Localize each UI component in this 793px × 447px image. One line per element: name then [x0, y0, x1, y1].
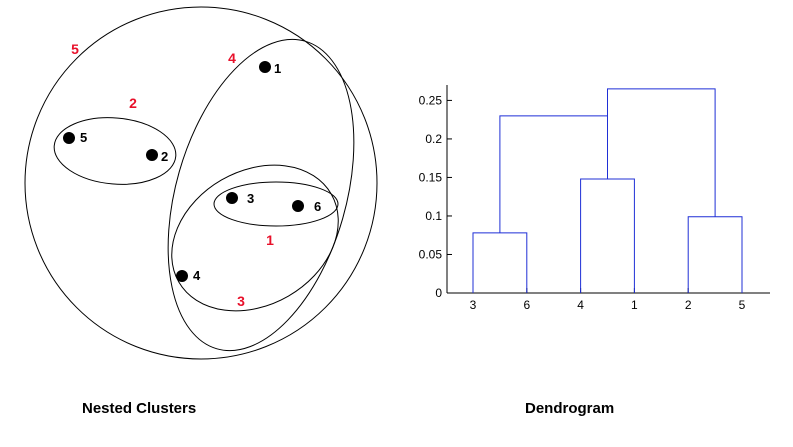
point-2-label: 2 — [161, 149, 168, 164]
cluster-4-label: 4 — [228, 50, 236, 66]
merge-link-cluster-5 — [607, 88, 716, 217]
point-1-marker — [259, 61, 271, 73]
nested-clusters-caption: Nested Clusters — [82, 400, 197, 417]
point-5-label: 5 — [80, 130, 87, 145]
y-tick-label: 0.2 — [425, 132, 442, 146]
merge-link-cluster-1 — [472, 232, 528, 293]
point-4-marker — [176, 270, 188, 282]
leaf-label-3: 3 — [470, 298, 477, 312]
dendrogram-caption: Dendrogram — [525, 400, 615, 417]
leaf-label-2: 2 — [685, 298, 692, 312]
merge-link-cluster-3 — [580, 178, 635, 293]
leaf-label-6: 6 — [523, 298, 530, 312]
cluster-5-label: 5 — [71, 41, 79, 57]
point-5-marker — [63, 132, 75, 144]
cluster-3-label: 3 — [237, 293, 245, 309]
leaf-label-5: 5 — [739, 298, 746, 312]
leaf-label-1: 1 — [631, 298, 638, 312]
point-1-label: 1 — [274, 61, 281, 76]
cluster-1-outline — [213, 181, 339, 227]
cluster-5-outline — [24, 6, 378, 360]
merge-link-cluster-2 — [687, 216, 743, 293]
point-6-label: 6 — [314, 199, 321, 214]
cluster-4-outline — [167, 38, 355, 352]
cluster-1-label: 1 — [266, 232, 274, 248]
cluster-2-outline — [53, 117, 177, 185]
leaf-label-4: 4 — [577, 298, 584, 312]
point-3-marker — [226, 192, 238, 204]
merge-link-cluster-4 — [499, 115, 608, 233]
y-tick-label: 0.25 — [419, 93, 443, 107]
cluster-2-label: 2 — [129, 95, 137, 111]
point-2-marker — [146, 149, 158, 161]
point-3-label: 3 — [247, 191, 254, 206]
nested-clusters-diagram: 1 2 3 4 5 6 1 2 3 4 5 — [24, 6, 378, 360]
point-4-label: 4 — [193, 268, 201, 283]
dendrogram-chart: 0 0.05 0.1 0.15 0.2 0.25 3 6 4 1 2 5 — [419, 85, 770, 312]
y-tick-label: 0 — [435, 286, 442, 300]
y-tick-label: 0.15 — [419, 170, 443, 184]
y-tick-label: 0.05 — [419, 247, 443, 261]
y-tick-label: 0.1 — [425, 209, 442, 223]
point-6-marker — [292, 200, 304, 212]
